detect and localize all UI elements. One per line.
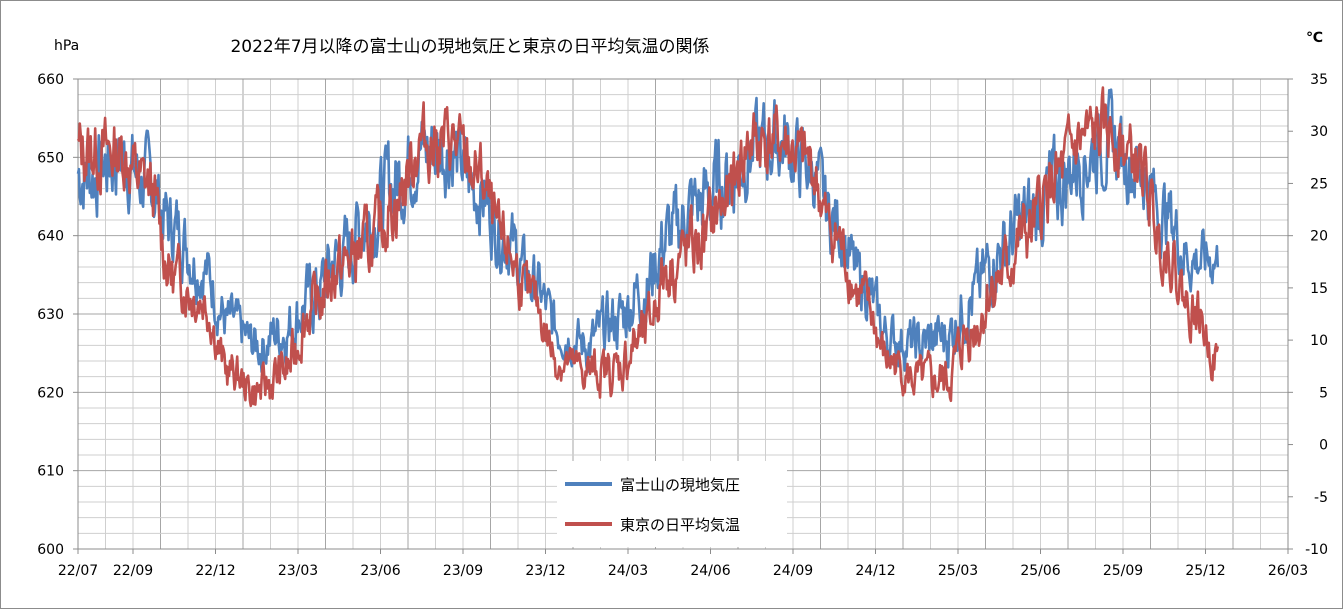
y-left-tick-label: 620 [37,385,64,401]
left-axis-unit: hPa [54,38,79,54]
x-tick-label: 25/12 [1185,563,1225,579]
y-right-tick-label: 5 [1319,385,1328,401]
x-tick-label: 23/09 [443,563,483,579]
y-right-tick-label: 25 [1310,176,1328,192]
x-tick-label: 22/07 [58,563,98,579]
y-right-tick-label: 35 [1310,72,1328,88]
x-tick-label: 23/03 [278,563,318,579]
y-left-tick-label: 640 [37,229,64,245]
series-layer [76,86,1220,408]
legend: 富士山の現地気圧 東京の日平均気温 [557,461,787,547]
x-tick-label: 24/06 [690,563,730,579]
x-tick-label: 22/12 [195,563,235,579]
y-left-tick-label: 660 [37,72,64,88]
x-tick-label: 23/12 [525,563,565,579]
x-tick-label: 24/09 [773,563,813,579]
legend-label-temperature: 東京の日平均気温 [620,516,740,534]
x-tick-label: 23/06 [360,563,400,579]
y-right-tick-label: 0 [1319,438,1328,454]
y-left-tick-label: 630 [37,307,64,323]
y-left-tick-label: 600 [37,542,64,558]
y-right-tick-label: 20 [1310,229,1328,245]
legend-box [557,461,787,547]
right-axis-unit: ℃ [1306,30,1323,46]
y-right-tick-label: 10 [1310,333,1328,349]
axes: 600 610 620 630 640 650 660 -10 -5 0 5 10 15 20 25 30 35… [37,72,1328,579]
x-tick-label: 25/09 [1103,563,1143,579]
x-tick-label: 24/03 [608,563,648,579]
x-tick-label: 26/03 [1268,563,1308,579]
series-line-temperature [76,86,1220,408]
x-tick-label: 22/09 [113,563,153,579]
x-tick-label: 25/06 [1020,563,1060,579]
series-line-pressure [76,88,1220,374]
x-tick-label: 25/03 [938,563,978,579]
y-right-tick-label: -5 [1314,490,1328,506]
chart-title: 2022年7月以降の富士山の現地気圧と東京の日平均気温の関係 [230,37,709,57]
y-right-tick-label: 15 [1310,281,1328,297]
x-tick-label: 24/12 [855,563,895,579]
y-left-tick-label: 610 [37,464,64,480]
y-left-tick-label: 650 [37,150,64,166]
legend-label-pressure: 富士山の現地気圧 [620,476,740,494]
y-right-tick-label: 30 [1310,124,1328,140]
y-right-tick-label: -10 [1305,542,1328,558]
labels: 2022年7月以降の富士山の現地気圧と東京の日平均気温の関係 hPa ℃ [54,30,1323,57]
